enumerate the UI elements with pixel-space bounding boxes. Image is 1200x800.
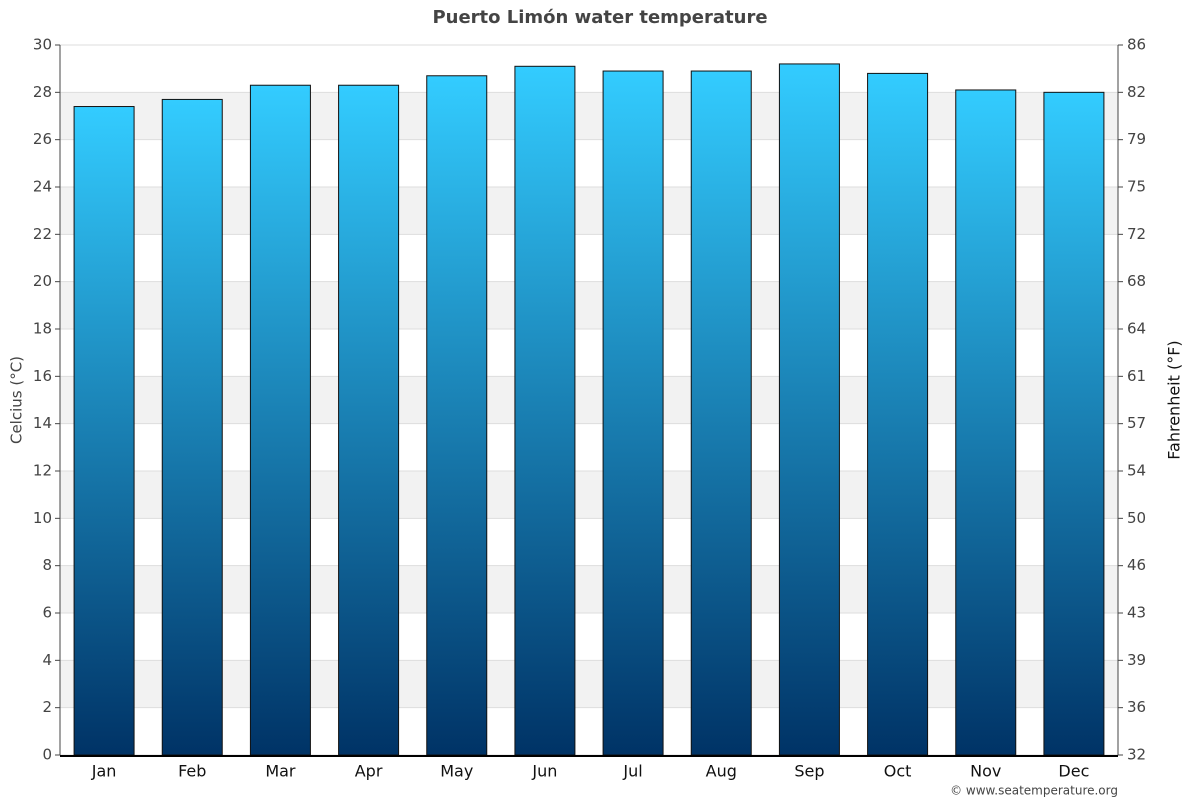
y2-tick-label: 68 [1127,272,1146,290]
y-tick-label: 2 [42,698,52,716]
y-tick-label: 30 [33,36,52,54]
y-tick-label: 6 [42,604,52,622]
y-tick-label: 14 [33,414,52,432]
bar [249,84,311,756]
grid-band [60,92,1118,140]
y2-tick-label: 50 [1127,509,1146,527]
x-tick-label: Feb [178,762,206,781]
y-tick-label: 16 [33,367,52,385]
grid-band [60,660,1118,708]
x-tick-label: Nov [970,762,1001,781]
x-tick-label: Oct [884,762,912,781]
bar [73,106,135,756]
y-tick-label: 10 [33,509,52,527]
x-tick-label: Jan [91,762,117,781]
y-tick-label: 24 [33,178,52,196]
bar [690,70,752,756]
x-tick-label: Dec [1058,762,1089,781]
x-tick-label: Aug [706,762,737,781]
y-tick-label: 22 [33,225,52,243]
bar [426,75,488,756]
y-tick-label: 26 [33,130,52,148]
y2-tick-label: 82 [1127,83,1146,101]
bar [1043,91,1105,756]
y-tick-label: 8 [42,556,52,574]
y2-tick-label: 36 [1127,698,1146,716]
grid-band [60,187,1118,235]
y-tick-label: 12 [33,462,52,480]
y-tick-label: 0 [42,746,52,764]
bar [778,63,840,756]
y2-tick-label: 64 [1127,320,1146,338]
y2-tick-label: 72 [1127,225,1146,243]
bar [955,89,1017,756]
y2-tick-label: 86 [1127,36,1146,54]
x-tick-label: Sep [794,762,824,781]
bar [867,72,929,756]
x-tick-label: May [440,762,473,781]
y2-tick-label: 79 [1127,130,1146,148]
x-tick-label: Jul [622,762,642,781]
y-tick-label: 20 [33,272,52,290]
y2-tick-label: 46 [1127,556,1146,574]
y2-tick-label: 32 [1127,746,1146,764]
y2-tick-label: 54 [1127,462,1146,480]
y-tick-label: 18 [33,320,52,338]
x-tick-label: Mar [265,762,296,781]
grid-band [60,376,1118,424]
y2-tick-label: 61 [1127,367,1146,385]
chart-title: Puerto Limón water temperature [432,7,767,28]
source: © www.seatemperature.org [950,784,1118,798]
y-axis-label: Celcius (°C) [8,356,26,444]
grid-band [60,471,1118,519]
bar [338,84,400,756]
y2-tick-label: 43 [1127,604,1146,622]
y2-tick-label: 39 [1127,651,1146,669]
x-tick-label: Apr [355,762,383,781]
grid-band [60,565,1118,613]
y-tick-label: 4 [42,651,52,669]
y2-tick-label: 57 [1127,414,1146,432]
x-tick-label: Jun [531,762,557,781]
y2-tick-label: 75 [1127,178,1146,196]
bar [602,70,664,756]
y-tick-label: 28 [33,83,52,101]
bar [161,98,223,756]
grid-band [60,281,1118,329]
y2-axis-label: Fahrenheit (°F) [1165,340,1184,459]
bar [514,65,576,756]
